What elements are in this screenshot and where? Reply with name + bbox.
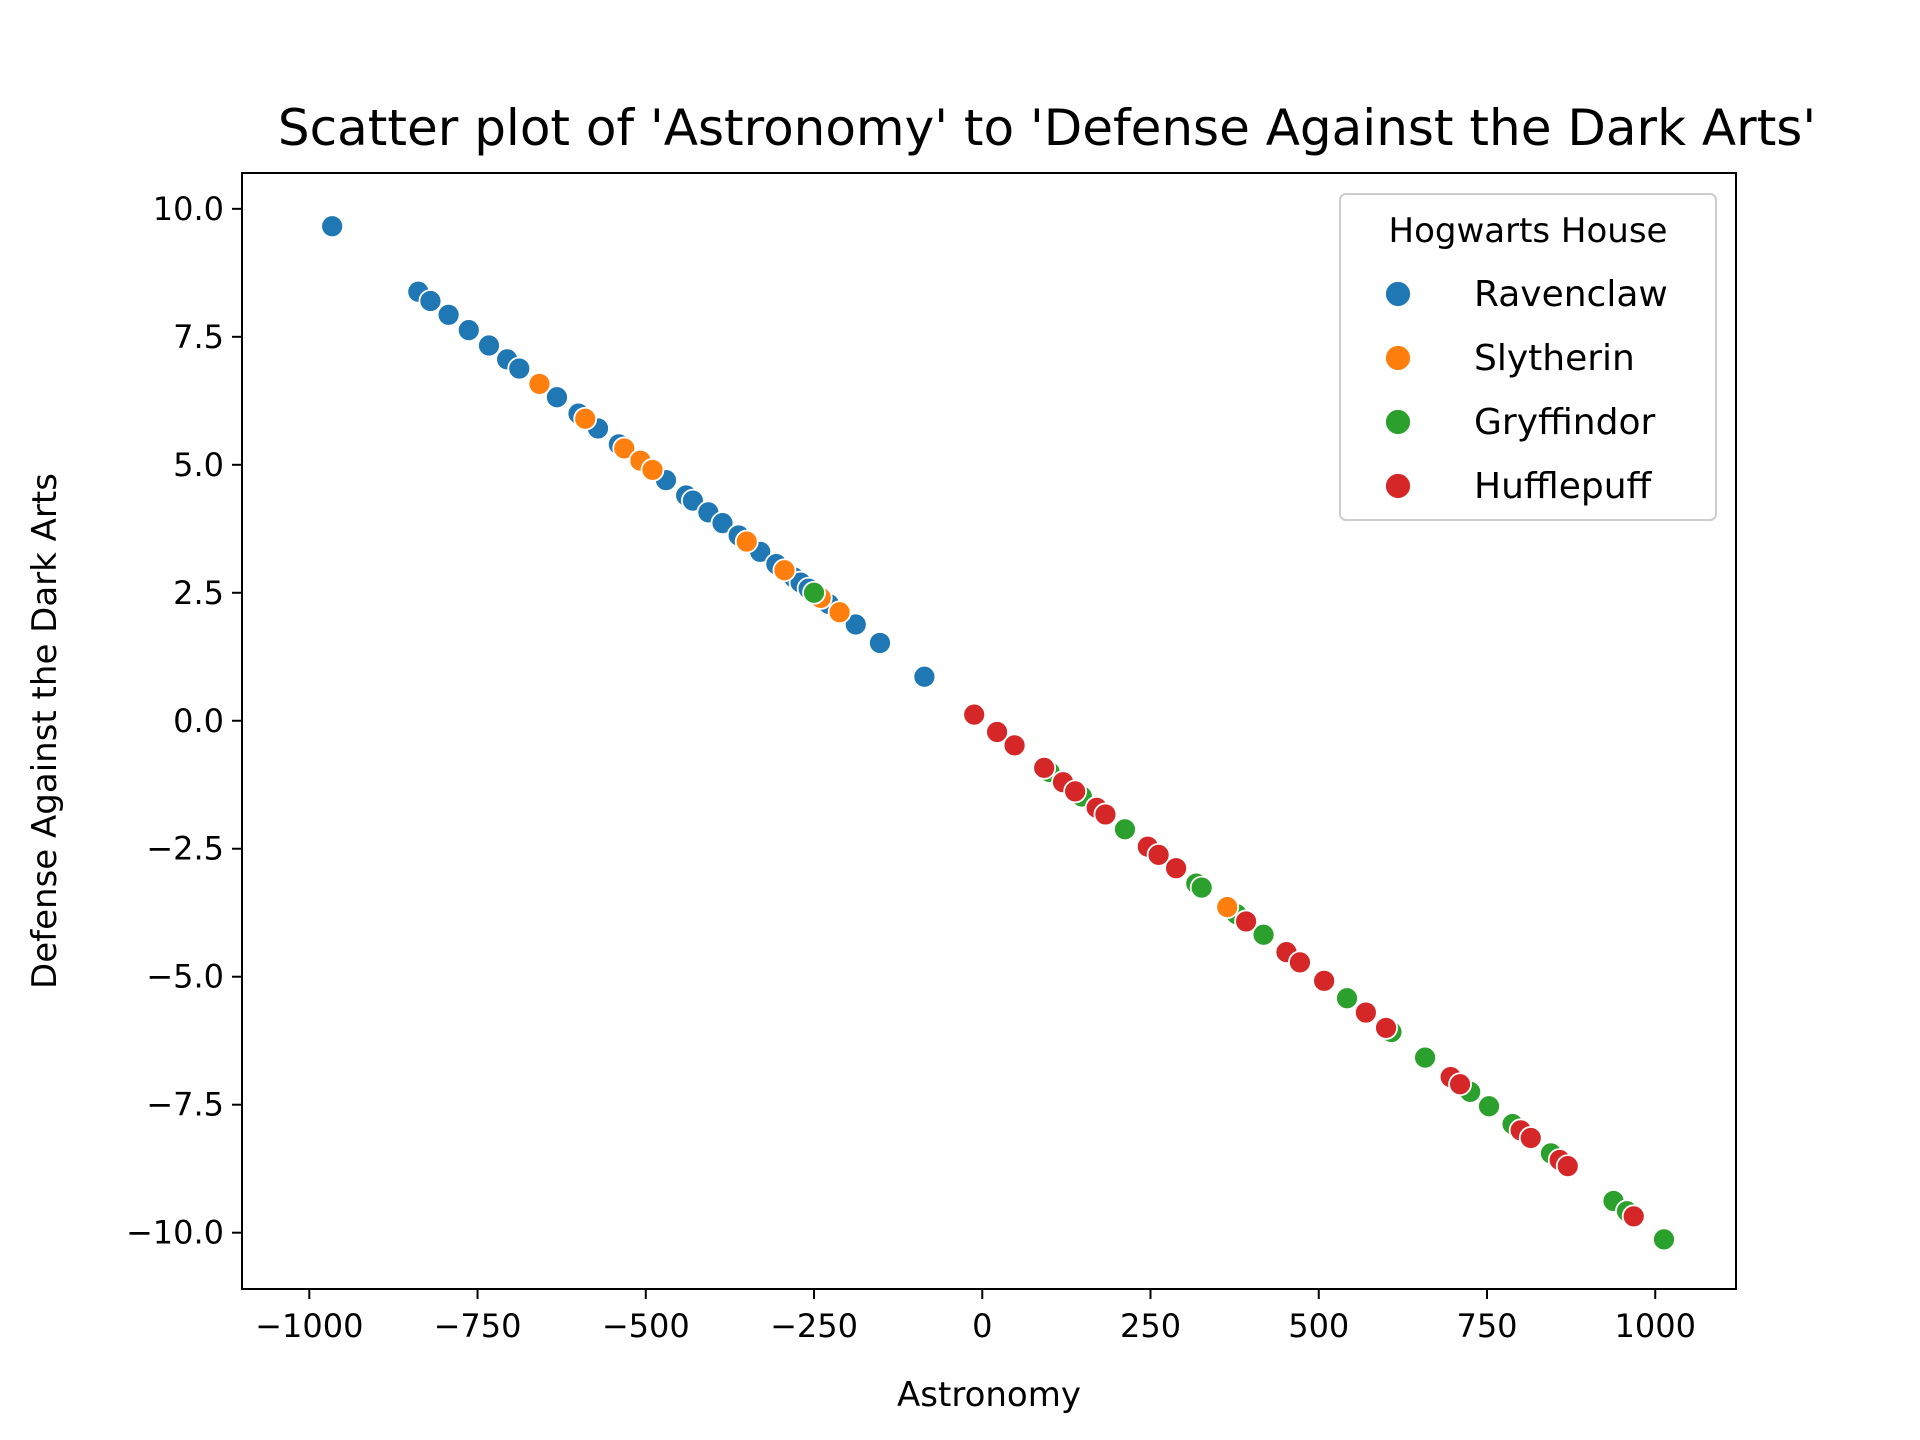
x-tick-label: 250 [1120,1307,1181,1345]
data-point-slytherin [772,558,797,583]
legend: Hogwarts House Ravenclaw Slytherin Gryffin… [1339,193,1717,521]
data-point-hufflepuff [1374,1016,1398,1040]
data-point-slytherin [827,600,852,625]
y-axis: 10.0 7.5 5.0 2.5 0.0 −2.5 −5.0 −7.5 −10.0 [126,190,242,1252]
data-point-ravenclaw [436,302,461,327]
legend-marker-slytherin [1384,344,1412,372]
data-point-hufflepuff [1002,733,1027,758]
data-point-slytherin [640,458,665,482]
data-point-ravenclaw [710,511,735,536]
y-tick-label: 5.0 [173,446,224,484]
legend-marker-gryffindor [1384,408,1412,436]
data-point-slytherin [573,406,598,431]
data-point-gryffindor [1477,1094,1501,1119]
data-point-ravenclaw [545,385,569,410]
data-point-slytherin [734,529,759,554]
data-point-gryffindor [1251,922,1276,947]
x-tick-label: 500 [1288,1307,1349,1345]
x-tick-label: −250 [770,1307,858,1345]
x-tick-label: −750 [434,1307,522,1345]
data-point-hufflepuff [1288,950,1312,975]
data-point-hufflepuff [962,702,987,727]
y-tick-label: −2.5 [146,830,224,868]
data-point-hufflepuff [1164,856,1188,881]
data-point-gryffindor [1189,875,1214,900]
data-point-hufflepuff [1234,909,1258,934]
legend-marker-hufflepuff [1384,472,1412,500]
legend-box [1339,193,1717,521]
y-tick-label: −7.5 [146,1086,224,1124]
y-tick-label: −10.0 [126,1214,224,1252]
data-point-slytherin [527,372,552,396]
x-axis-label: Astronomy [897,1375,1081,1415]
data-point-hufflepuff [1063,779,1088,804]
y-tick-label: 7.5 [173,318,224,356]
data-point-gryffindor [1113,817,1137,842]
data-point-ravenclaw [477,333,501,358]
data-point-hufflepuff [1353,1000,1378,1025]
legend-label-slytherin: Slytherin [1474,338,1635,379]
y-tick-label: −5.0 [146,958,224,996]
data-point-ravenclaw [320,214,345,239]
data-point-ravenclaw [456,318,481,343]
data-point-hufflepuff [1312,968,1337,993]
data-point-hufflepuff [1621,1204,1646,1229]
y-axis-label: Defense Against the Dark Arts [25,473,65,989]
x-tick-label: 750 [1456,1307,1517,1345]
data-point-ravenclaw [418,289,443,313]
data-point-gryffindor [1413,1045,1437,1070]
data-point-hufflepuff [1093,802,1118,827]
legend-marker-ravenclaw [1384,280,1412,308]
data-point-hufflepuff [1518,1126,1543,1150]
x-tick-label: −500 [602,1307,690,1345]
data-point-gryffindor [1652,1227,1676,1252]
legend-label-ravenclaw: Ravenclaw [1474,274,1668,315]
y-tick-label: 0.0 [173,702,224,740]
data-point-slytherin [1215,895,1240,920]
data-point-slytherin [612,436,637,461]
data-point-hufflepuff [1448,1072,1472,1097]
data-point-hufflepuff [1032,755,1057,780]
legend-items: Ravenclaw Slytherin Gryffindor Hufflepuff [1384,274,1668,507]
x-tick-label: −1000 [255,1307,363,1345]
plot-area-frame [241,172,1737,1290]
x-axis: −1000 −750 −500 −250 0 250 500 750 1000 [255,1289,1696,1345]
data-point-hufflepuff [1555,1154,1580,1179]
data-point-ravenclaw [912,664,937,689]
data-point-ravenclaw [507,356,532,381]
x-tick-label: 0 [972,1307,992,1345]
legend-label-gryffindor: Gryffindor [1474,402,1656,443]
data-points [320,214,1676,1252]
legend-label-hufflepuff: Hufflepuff [1474,466,1653,507]
data-point-ravenclaw [843,612,868,637]
y-tick-label: 2.5 [173,574,224,612]
data-point-gryffindor [802,580,826,605]
chart-title: Scatter plot of 'Astronomy' to 'Defense … [278,99,1816,157]
legend-title: Hogwarts House [1389,211,1668,251]
data-point-ravenclaw [868,631,892,655]
x-tick-label: 1000 [1615,1307,1696,1345]
data-point-gryffindor [1335,986,1359,1011]
data-point-hufflepuff [985,720,1009,744]
y-tick-label: 10.0 [153,190,224,228]
data-point-hufflepuff [1146,842,1171,867]
